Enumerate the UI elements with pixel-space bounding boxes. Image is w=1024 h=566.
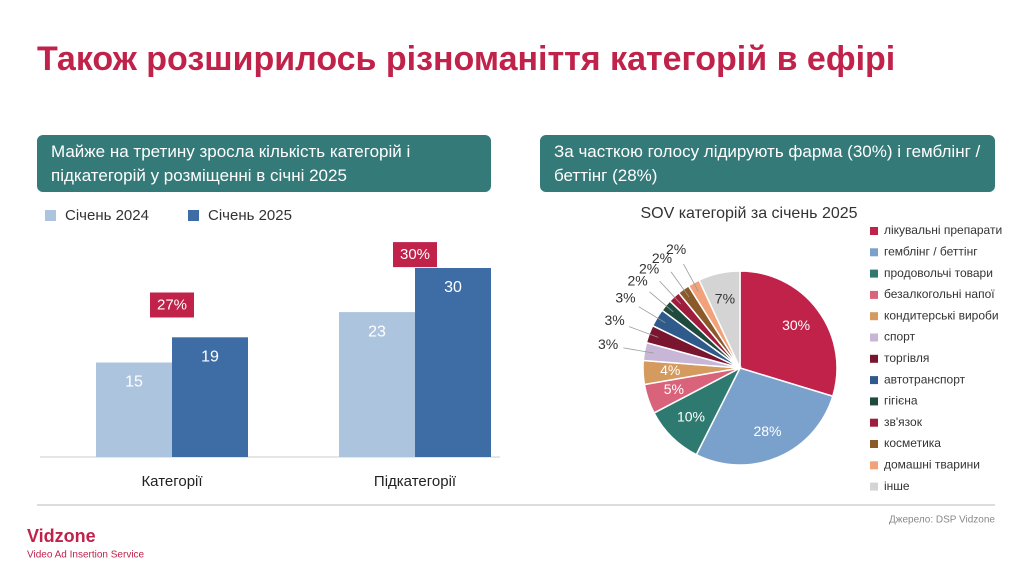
data-label: 2% [652, 250, 672, 266]
bar [415, 268, 491, 457]
data-label: 28% [753, 423, 781, 439]
data-label: 2% [666, 241, 686, 257]
chart-title: SOV категорій за січень 2025 [640, 205, 857, 222]
data-label: 2% [639, 260, 659, 276]
legend-swatch [870, 312, 878, 321]
legend-label: торгівля [884, 351, 929, 365]
pie-slice [695, 367, 834, 466]
bar [96, 362, 172, 457]
legend-label: безалкогольні напої [884, 287, 995, 301]
legend-swatch [870, 333, 878, 342]
legend-swatch [188, 210, 199, 221]
source: Джерело: DSP Vidzone [889, 515, 995, 526]
legend-swatch [870, 461, 878, 470]
leader-line [638, 306, 666, 324]
slide-title: Також розширилось різноманіття категорій… [37, 40, 896, 78]
leader-line [649, 291, 674, 313]
value-label: 19 [201, 349, 219, 366]
value-label: 30 [444, 279, 462, 296]
legend-label: лікувальні препарати [884, 223, 1002, 237]
legend-label: домашні тварини [884, 457, 980, 471]
legend-label: зв'язок [884, 415, 923, 429]
growth-label: 30% [400, 246, 430, 263]
data-label: 5% [664, 381, 684, 397]
pie-slice [698, 270, 741, 369]
legend-swatch [870, 354, 878, 363]
pie-slice [739, 270, 838, 398]
legend-swatch [870, 248, 878, 257]
data-label: 7% [715, 291, 735, 307]
legend-label: спорт [884, 330, 916, 344]
legend-label: Січень 2024 [65, 207, 149, 224]
legend-swatch [870, 376, 878, 385]
legend-label: Січень 2025 [208, 207, 292, 224]
legend-label: автотранспорт [884, 372, 966, 386]
leader-line [629, 326, 659, 338]
legend-label: кондитерські вироби [884, 308, 999, 322]
data-label: 3% [615, 289, 635, 305]
logo-tagline: Video Ad Insertion Service [27, 550, 145, 561]
growth-badge [150, 292, 194, 318]
x-tick-label: Категорії [141, 473, 203, 490]
data-label: 2% [627, 272, 647, 288]
data-label: 4% [660, 362, 680, 378]
leader-line [670, 271, 690, 298]
data-label: 10% [677, 408, 705, 424]
bar [339, 312, 415, 457]
data-label: 3% [604, 312, 624, 328]
bar [172, 337, 248, 457]
legend-label: продовольчі товари [884, 266, 993, 280]
x-tick-label: Підкатегорії [374, 473, 457, 490]
legend-swatch [870, 397, 878, 406]
legend-label: гемблінг / беттінг [884, 244, 978, 258]
legend-swatch [870, 269, 878, 278]
data-label: 30% [782, 317, 810, 333]
value-label: 15 [125, 374, 143, 391]
legend-label: косметика [884, 436, 941, 450]
data-label: 3% [598, 336, 618, 352]
legend-label: інше [884, 479, 910, 493]
logo: Vidzone [27, 526, 96, 546]
value-label: 23 [368, 323, 386, 340]
legend-swatch [870, 418, 878, 427]
leader-line [623, 347, 655, 354]
legend-label: гігієна [884, 394, 918, 408]
legend-swatch [45, 210, 56, 221]
legend-swatch [870, 290, 878, 299]
legend-swatch [870, 440, 878, 448]
leader-line [659, 280, 682, 305]
legend-swatch [870, 227, 878, 235]
growth-label: 27% [157, 296, 187, 313]
growth-badge [393, 242, 437, 268]
legend-swatch [870, 482, 878, 491]
panel-header: За часткою голосу лідирують фарма (30%) … [540, 135, 995, 192]
panel-header: Майже на третину зросла кількість катего… [37, 135, 491, 192]
leader-line [683, 263, 699, 292]
